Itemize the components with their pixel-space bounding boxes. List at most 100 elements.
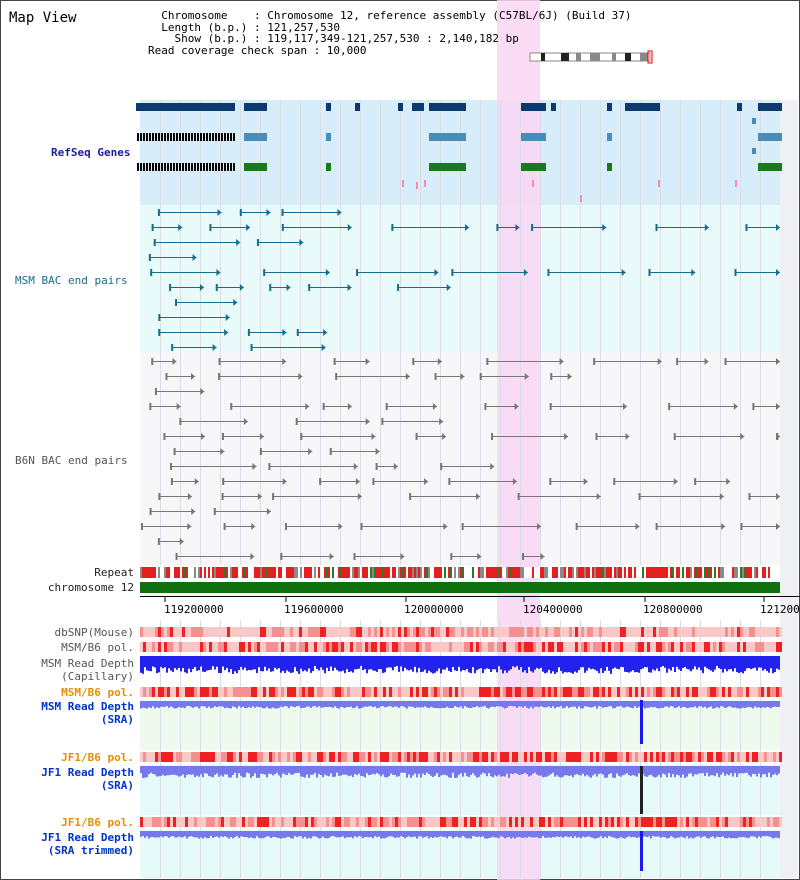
msm-capillary-depth-bar (776, 656, 778, 669)
polymorphism-cell (620, 817, 623, 827)
jf1-trim-depth-bar (732, 831, 734, 839)
track-label-msm-b6-pol-2[interactable]: MSM/B6 pol. (61, 686, 134, 699)
variant-mark (735, 180, 737, 187)
msm-sra-depth-bar (222, 701, 224, 707)
jf1-sra-depth-bar (778, 766, 780, 774)
b6n-bac-pair-end (191, 508, 196, 515)
polymorphism-cell (734, 752, 737, 762)
jf1-sra-depth-bar (302, 766, 304, 777)
polymorphism-cell (569, 817, 572, 827)
track-label-msm-depth-capillary[interactable]: MSM Read Depth (41, 657, 134, 670)
gene-feature (758, 163, 782, 171)
polymorphism-cell (551, 642, 554, 652)
polymorphism-cell (494, 817, 497, 827)
gene-exon (173, 133, 175, 141)
jf1-sra-depth-bar (214, 766, 216, 775)
jf1-sra-depth-bar (598, 766, 600, 774)
msm-capillary-depth-bar (382, 656, 384, 673)
msm-sra-depth-bar (146, 701, 148, 709)
polymorphism-cell (461, 642, 464, 652)
polymorphism-cell (572, 687, 575, 697)
track-label-jf1-b6-pol-2[interactable]: JF1/B6 pol. (61, 816, 134, 829)
polymorphism-cell (722, 752, 725, 762)
repeat-segment (624, 567, 626, 578)
jf1-sra-depth-bar (632, 766, 634, 776)
repeat-segment (498, 567, 500, 578)
polymorphism-cell (611, 687, 614, 697)
repeat-segment (720, 567, 722, 578)
jf1-trim-depth-bar (166, 831, 168, 837)
msm-sra-depth-bar (670, 701, 672, 706)
track-label-dbsnp[interactable]: dbSNP(Mouse) (54, 626, 134, 639)
msm-bac-pair-end (233, 299, 238, 306)
polymorphism-cell (254, 817, 257, 827)
msm-capillary-depth-bar (662, 656, 664, 667)
b6n-bac-pair-end (154, 388, 157, 395)
polymorphism-cell (254, 642, 257, 652)
jf1-trim-depth-bar (408, 831, 410, 837)
polymorphism-cell (578, 817, 581, 827)
jf1-trim-depth-bar (300, 831, 302, 837)
polymorphism-cell (764, 627, 767, 637)
jf1-trim-depth-bar (626, 831, 628, 838)
polymorphism-cell (299, 642, 302, 652)
jf1-trim-depth-bar (256, 831, 258, 837)
jf1-sra-depth-bar (322, 766, 324, 778)
track-label-jf1-depth-trimmed[interactable]: JF1 Read Depth (41, 831, 134, 844)
polymorphism-cell (608, 627, 611, 637)
track-label-refseq[interactable]: RefSeq Genes (51, 146, 131, 159)
polymorphism-cell (164, 627, 167, 637)
polymorphism-cell (383, 627, 386, 637)
msm-sra-depth-bar (326, 701, 328, 707)
jf1-sra-depth-bar (558, 766, 560, 777)
jf1-trim-depth-bar (156, 831, 158, 838)
repeat-segment (290, 567, 292, 578)
jf1-trim-depth-bar (658, 831, 660, 837)
polymorphism-cell (773, 627, 776, 637)
msm-sra-depth-bar (284, 701, 286, 707)
msm-sra-depth-bar (744, 701, 746, 709)
msm-capillary-depth-bar (196, 656, 198, 671)
msm-sra-depth-bar (452, 701, 454, 709)
polymorphism-cell (158, 687, 161, 697)
msm-sra-depth-bar (362, 701, 364, 708)
track-label-jf1-depth[interactable]: JF1 Read Depth (41, 766, 134, 779)
msm-capillary-depth-bar (630, 656, 632, 672)
polymorphism-cell (518, 642, 521, 652)
track-label-msm-b6-pol[interactable]: MSM/B6 pol. (61, 641, 134, 654)
variant-mark (580, 195, 582, 202)
jf1-sra-depth-bar (364, 766, 366, 778)
msm-sra-depth-bar (306, 701, 308, 707)
repeat-segment (524, 567, 526, 578)
b6n-bac-pair-end (173, 448, 176, 455)
polymorphism-cell (740, 817, 743, 827)
track-label-msm-depth-sra[interactable]: MSM Read Depth (41, 700, 134, 713)
jf1-trim-depth-bar (246, 831, 248, 838)
polymorphism-cell (341, 752, 344, 762)
track-label-chromosome[interactable]: chromosome 12 (47, 581, 134, 594)
b6n-bac-pair-end (477, 553, 482, 560)
polymorphism-cell (590, 642, 593, 652)
msm-capillary-depth-bar (644, 656, 646, 668)
polymorphism-cell (761, 642, 764, 652)
jf1-trim-depth-bar (524, 831, 526, 838)
polymorphism-cell (599, 642, 602, 652)
jf1-sra-depth-bar (560, 766, 562, 778)
msm-sra-depth-bar (568, 701, 570, 708)
polymorphism-cell (350, 817, 353, 827)
repeat-segment (630, 567, 632, 578)
track-label-jf1-b6-pol[interactable]: JF1/B6 pol. (61, 751, 134, 764)
polymorphism-cell (659, 687, 662, 697)
track-label-repeat[interactable]: Repeat (94, 566, 134, 579)
polymorphism-cell (155, 642, 158, 652)
track-label-b6n-bac[interactable]: B6N BAC end pairs (15, 454, 128, 467)
b6n-bac-pair-end (575, 523, 578, 530)
b6n-bac-pair-end (595, 433, 598, 440)
msm-capillary-depth-bar (298, 656, 300, 674)
polymorphism-cell (623, 687, 626, 697)
msm-capillary-depth-bar (246, 656, 248, 671)
track-label-msm-bac[interactable]: MSM BAC end pairs (15, 274, 128, 287)
msm-capillary-depth-bar (168, 656, 170, 669)
polymorphism-cell (233, 687, 236, 697)
msm-capillary-depth-bar (194, 656, 196, 668)
